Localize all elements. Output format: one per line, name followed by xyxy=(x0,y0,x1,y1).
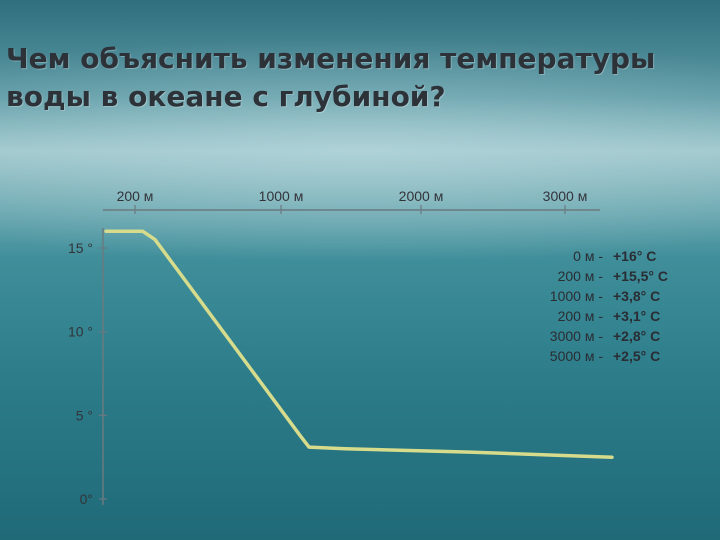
temperature-cell: +2,8° С xyxy=(613,328,661,344)
temperature-cell: +15,5° С xyxy=(613,268,669,284)
x-tick-label: 2000 м xyxy=(399,188,444,204)
y-tick-label: 5 ° xyxy=(76,407,93,423)
depth-cell: 0 м - xyxy=(573,248,603,264)
depth-cell: 1000 м - xyxy=(549,288,603,304)
table-row: 0 м - +16° С xyxy=(520,246,693,266)
table-row: 1000 м - +3,8° С xyxy=(520,286,693,306)
depth-cell: 5000 м - xyxy=(549,348,603,364)
temperature-cell: +3,8° С xyxy=(613,288,661,304)
temperature-cell: +2,5° С xyxy=(613,348,661,364)
table-row: 3000 м - +2,8° С xyxy=(520,326,693,346)
temperature-cell: +3,1° С xyxy=(613,308,661,324)
depth-cell: 200 м - xyxy=(557,308,603,324)
depth-cell: 3000 м - xyxy=(549,328,603,344)
y-tick-label: 0° xyxy=(80,491,93,507)
y-tick-label: 15 ° xyxy=(68,240,93,256)
temperature-table: 0 м - +16° С 200 м - +15,5° С 1000 м - +3,8° … xyxy=(520,246,693,366)
y-tick-label: 10 ° xyxy=(68,324,93,340)
table-row: 200 м - +3,1° С xyxy=(520,306,693,326)
temperature-cell: +16° С xyxy=(613,248,657,264)
depth-cell: 200 м - xyxy=(557,268,603,284)
series-line xyxy=(104,229,614,459)
series-group xyxy=(104,229,614,459)
y-ticks: 15 ° 10 ° 5 ° 0° xyxy=(68,240,107,507)
slide-title: Чем объяснить изменения температуры воды… xyxy=(6,42,656,113)
x-ticks: 200 м 1000 м 2000 м 3000 м xyxy=(117,188,588,214)
table-row: 5000 м - +2,5° С xyxy=(520,346,693,366)
x-tick-label: 200 м xyxy=(117,188,154,204)
x-tick-label: 1000 м xyxy=(259,188,304,204)
table-row: 200 м - +15,5° С xyxy=(520,266,693,286)
chart-axes xyxy=(102,209,600,505)
x-tick-label: 3000 м xyxy=(543,188,588,204)
